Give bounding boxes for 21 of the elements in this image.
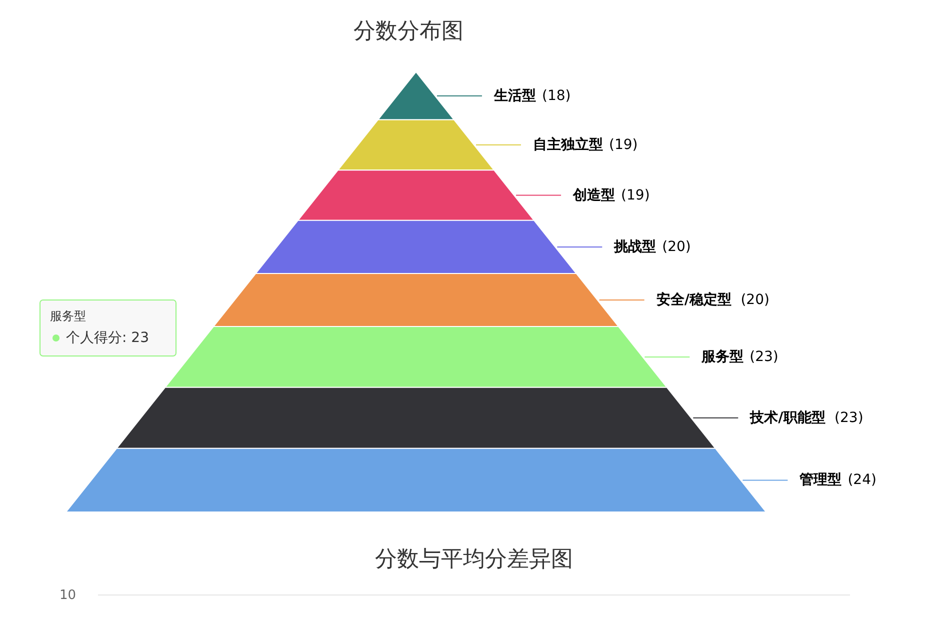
data-label: (19)	[608, 136, 638, 153]
data-label: (23)	[834, 410, 864, 426]
text: 服务型	[50, 309, 86, 323]
data-label: (24)	[848, 472, 876, 488]
text: 个人得分: 23	[66, 330, 149, 346]
category-label: 挑战型	[613, 238, 656, 255]
category-label: 生活型	[492, 88, 536, 104]
text: 分数分布图	[354, 19, 464, 44]
text: 分数与平均分差异图	[375, 547, 573, 572]
data-label: (20)	[740, 292, 770, 308]
data-label: (19)	[621, 187, 650, 204]
data-label: (20)	[662, 238, 691, 255]
text: 10	[59, 588, 76, 603]
category-label: 自主独立型	[532, 136, 603, 153]
category-label: 服务型	[700, 348, 744, 365]
data-label: (18)	[542, 88, 571, 104]
category-label: 技术/职能型	[749, 410, 826, 426]
category-label: 创造型	[572, 187, 616, 204]
data-label: (23)	[750, 348, 778, 365]
category-label: 安全/稳定型	[656, 290, 732, 308]
category-label: 管理型	[798, 472, 842, 488]
